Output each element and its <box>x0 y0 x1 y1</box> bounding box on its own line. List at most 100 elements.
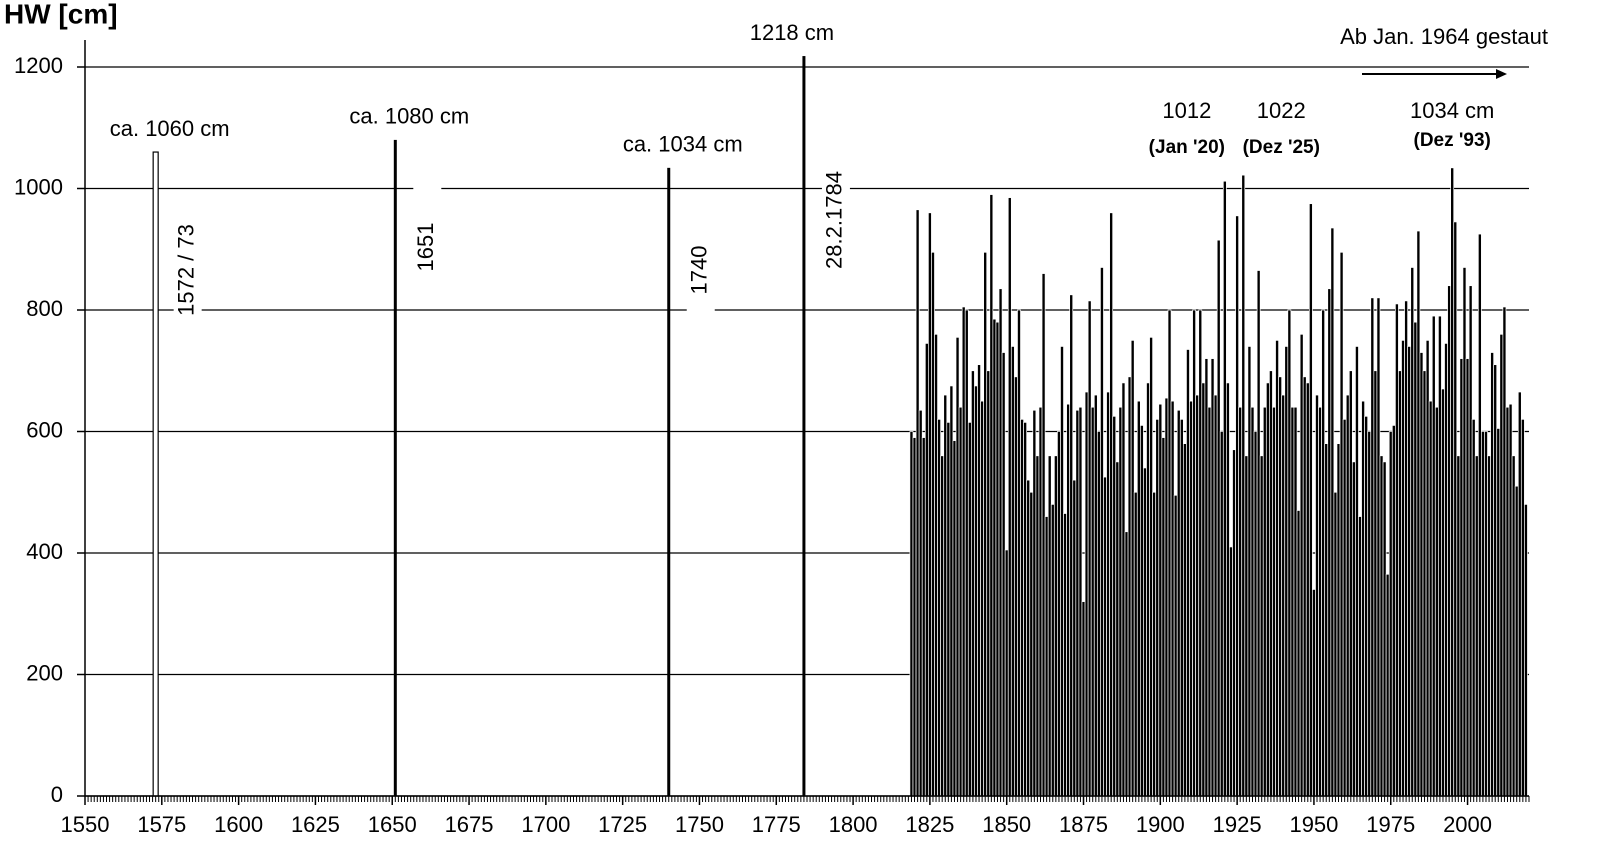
x-tick-label: 1625 <box>291 812 340 837</box>
bar <box>1121 382 1126 797</box>
event-date: 1572 / 73 <box>173 224 198 316</box>
bar <box>1490 352 1495 797</box>
y-tick-label: 200 <box>26 660 63 685</box>
event-date: 28.2.1784 <box>822 171 847 269</box>
bar <box>1173 494 1178 797</box>
bar <box>1373 370 1378 797</box>
bar <box>1465 358 1470 797</box>
bar <box>1229 546 1233 797</box>
bar <box>921 437 926 797</box>
bar <box>955 336 960 797</box>
bar <box>986 370 991 797</box>
bar <box>1312 589 1316 797</box>
bar <box>1127 376 1132 797</box>
bar <box>1398 370 1402 797</box>
bar <box>946 422 951 797</box>
event-date-bg <box>413 187 442 307</box>
bar <box>961 306 966 797</box>
bar <box>1514 485 1519 797</box>
bar <box>1029 491 1034 797</box>
bar <box>1434 406 1439 797</box>
bar <box>1407 346 1412 797</box>
bar <box>1324 443 1329 797</box>
bar <box>1164 397 1169 797</box>
bar <box>1087 300 1092 797</box>
bar <box>995 321 1000 797</box>
bar <box>1281 394 1286 797</box>
bar <box>1333 491 1338 797</box>
bar <box>1124 531 1129 797</box>
y-tick-label: 1200 <box>14 53 63 78</box>
bar <box>1247 346 1252 797</box>
bar <box>1256 270 1261 797</box>
bar <box>1198 309 1203 797</box>
bar <box>1370 297 1375 797</box>
bar <box>1241 174 1246 797</box>
bar <box>1192 309 1197 797</box>
event-date: 1651 <box>413 223 438 272</box>
bar <box>952 440 957 797</box>
y-tick-label: 600 <box>26 417 63 442</box>
bar <box>1305 382 1310 797</box>
bar <box>1419 352 1424 797</box>
bar <box>1072 479 1077 797</box>
bar <box>1158 403 1163 797</box>
bar <box>1170 400 1175 797</box>
bar <box>940 455 945 797</box>
bar <box>1041 273 1046 797</box>
bar <box>1493 364 1498 797</box>
bar <box>918 409 923 797</box>
bar <box>1265 382 1270 797</box>
bar <box>998 288 1003 797</box>
bar <box>1474 455 1479 797</box>
bar <box>1351 461 1356 797</box>
event-bar <box>667 167 671 797</box>
bar <box>974 385 978 797</box>
x-tick-label: 1950 <box>1289 812 1338 837</box>
bar <box>1004 549 1009 797</box>
bar <box>1038 406 1043 797</box>
bar <box>1339 251 1344 797</box>
bar <box>1152 491 1157 797</box>
bar <box>1106 391 1110 797</box>
bar <box>1428 400 1433 797</box>
event-label: 1218 cm <box>750 20 834 45</box>
bar <box>1063 513 1067 797</box>
bar <box>1481 431 1485 797</box>
bar <box>1505 406 1510 797</box>
bar <box>1017 309 1021 797</box>
bar <box>989 194 994 797</box>
x-tick-label: 1650 <box>368 812 417 837</box>
x-tick-label: 1925 <box>1213 812 1262 837</box>
bar <box>1201 382 1206 797</box>
bar <box>1026 479 1031 797</box>
x-tick-label: 1600 <box>214 812 263 837</box>
y-tick-label: 800 <box>26 296 63 321</box>
bar <box>1477 233 1482 797</box>
bar <box>1410 267 1415 797</box>
bar <box>1438 315 1442 797</box>
bar <box>1244 455 1249 797</box>
bar <box>1179 419 1184 797</box>
bar <box>1413 321 1418 797</box>
bar <box>958 406 963 797</box>
bar <box>1183 443 1187 797</box>
bar <box>1471 419 1476 797</box>
bar <box>1146 382 1150 797</box>
bar <box>1189 400 1193 797</box>
bar <box>1007 197 1012 797</box>
bar <box>1444 343 1448 797</box>
bar <box>1299 333 1304 797</box>
bar <box>1213 394 1218 797</box>
bar <box>1044 516 1049 797</box>
bar <box>1053 455 1058 797</box>
bar <box>1318 406 1322 797</box>
bar <box>928 212 932 797</box>
bar <box>1278 376 1283 797</box>
bar <box>1327 288 1332 797</box>
annotation-note: (Dez '25) <box>1243 137 1320 158</box>
annotation-value: 1034 cm <box>1410 98 1494 123</box>
bar <box>1066 403 1071 797</box>
bar <box>1014 376 1018 797</box>
